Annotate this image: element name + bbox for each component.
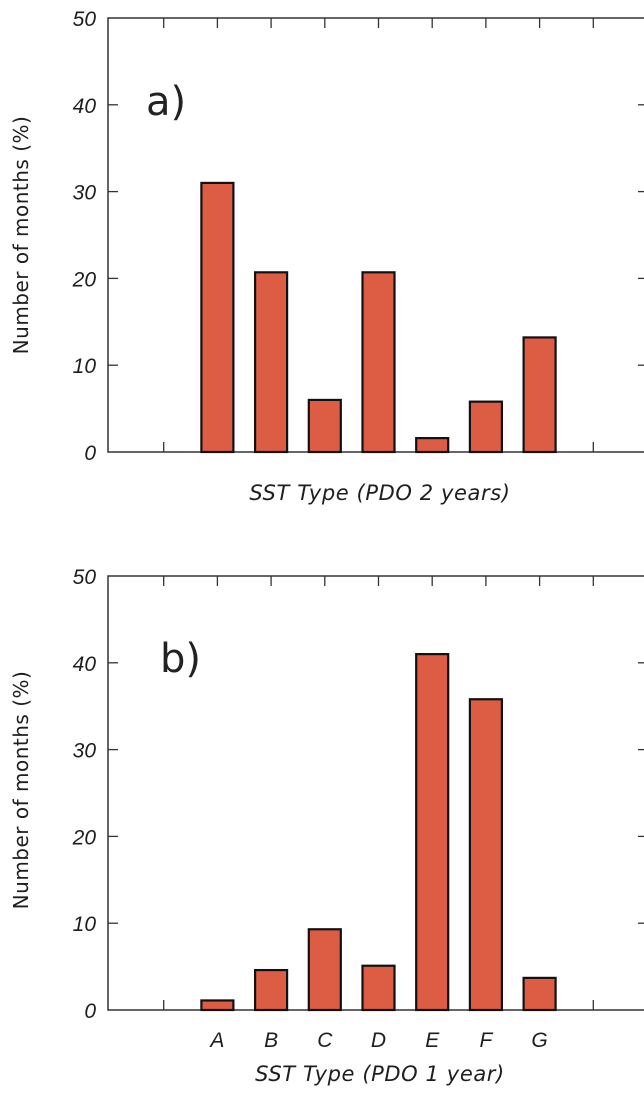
panel-b-category-label: E	[425, 1029, 440, 1052]
panel-b-label: b)	[160, 636, 201, 682]
panel-b-category-label: F	[479, 1029, 493, 1052]
panel-a-y-tick-label: 50	[73, 8, 97, 31]
panel-a-bar-b	[254, 271, 289, 454]
panel-b-category-label: C	[317, 1029, 333, 1052]
panel-a-x-axis-title: SST Type (PDO 2 years)	[249, 481, 510, 505]
panel-b-y-tick-label: 50	[73, 566, 97, 589]
panel-b-y-tick-label: 30	[73, 740, 97, 763]
panel-b-bar-e	[415, 653, 450, 1012]
panel-a-bars	[200, 181, 557, 454]
panel-b-y-axis-title: Number of months (%)	[9, 671, 33, 910]
panel-a-bar-g	[522, 336, 557, 454]
panel-b-y-tick-label: 0	[84, 1000, 96, 1023]
panel-b-bar-f	[468, 698, 503, 1012]
panel-b-category-label: A	[208, 1029, 224, 1052]
panel-a-bar-e	[415, 437, 450, 454]
panel-b-y-tick-labels: 0 10 20 30 40 50	[72, 566, 97, 1023]
panel-a-label: a)	[146, 79, 186, 125]
panel-a-bar-f	[468, 400, 503, 454]
panel-a-y-tick-label: 0	[84, 442, 96, 465]
panel-b: 0 10 20 30 40 50 A B C D E F G b) Number of months …	[9, 566, 644, 1086]
panel-a-y-tick-label: 20	[72, 268, 97, 291]
panel-b-bar-d	[361, 964, 396, 1012]
panel-a-bar-a	[200, 181, 235, 454]
panel-a-y-axis-title: Number of months (%)	[9, 116, 33, 355]
panel-b-category-labels: A B C D E F G	[208, 1029, 547, 1052]
panel-a: 0 10 20 30 40 50 a) Number of months (%) SST …	[9, 8, 644, 505]
panel-b-bars	[200, 653, 557, 1012]
panel-a-y-tick-label: 10	[73, 355, 97, 378]
panel-a-bar-c	[307, 398, 342, 454]
panel-a-y-tick-label: 30	[73, 182, 97, 205]
panel-b-bar-a	[200, 999, 235, 1012]
panel-b-y-tick-label: 40	[73, 653, 97, 676]
panel-b-bar-g	[522, 976, 557, 1012]
panel-a-y-tick-label: 40	[73, 95, 97, 118]
panel-b-x-axis-title: SST Type (PDO 1 year)	[255, 1062, 505, 1086]
panel-b-bar-c	[307, 928, 342, 1012]
panel-b-category-label: D	[371, 1029, 386, 1052]
panel-a-y-tick-labels: 0 10 20 30 40 50	[72, 8, 97, 465]
panel-b-bar-b	[254, 968, 289, 1012]
panel-b-category-label: B	[264, 1029, 278, 1052]
panel-b-category-label: G	[531, 1029, 547, 1052]
panel-b-y-tick-label: 20	[72, 826, 97, 849]
panel-a-bar-d	[361, 271, 396, 454]
panel-b-y-tick-label: 10	[73, 913, 97, 936]
